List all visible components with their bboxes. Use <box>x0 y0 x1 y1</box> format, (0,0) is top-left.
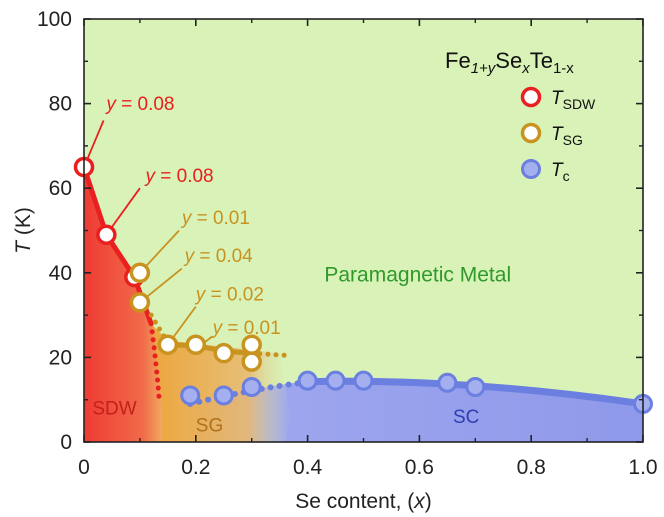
region-label-sc: SC <box>453 407 479 428</box>
data-point-t-c <box>180 385 201 406</box>
data-point-t-c <box>213 385 234 406</box>
region-label-sdw: SDW <box>92 399 136 420</box>
sg-boundary-line <box>165 342 255 356</box>
y-axis-label: T (K) <box>12 207 35 254</box>
region-label-paramagnetic: Paramagnetic Metal <box>324 263 511 286</box>
x-tick-label: 0 <box>78 456 90 479</box>
data-point-t-sdw <box>96 224 117 245</box>
legend-title-se: Se <box>495 48 522 73</box>
annotation-label: y = 0.08 <box>143 166 213 187</box>
legend-title-fe: Fe <box>445 48 471 73</box>
sg-dotted-right <box>249 350 288 358</box>
data-point-t-sg <box>241 351 262 372</box>
data-point-t-c <box>353 370 374 391</box>
y-tick-label: 60 <box>49 177 72 200</box>
legend: Fe1+ySexTe1-x TSDW TSG Tc <box>445 48 596 184</box>
y-tick-label: 100 <box>37 8 72 31</box>
data-point-t-sg <box>157 334 179 355</box>
annotation-label: y = 0.02 <box>194 284 264 305</box>
legend-marker <box>520 122 542 144</box>
annotation-label: y = 0.08 <box>104 94 174 115</box>
data-point-t-sg <box>129 292 151 313</box>
data-point-t-c <box>465 377 486 398</box>
annotation-label: y = 0.04 <box>183 246 254 267</box>
annotations: y = 0.08 y = 0.08 y = 0.01 y = 0.04 y = 0.02… <box>104 94 280 339</box>
annotation-label: y = 0.01 <box>180 208 250 229</box>
legend-entry-label: Tc <box>551 160 570 184</box>
x-axis-label: Se content, (x) <box>295 490 432 513</box>
annotation-label: y = 0.01 <box>211 318 281 339</box>
sdw-dotted-extension <box>148 321 162 407</box>
data-point-t-c <box>437 372 458 393</box>
x-tick-label: 1.0 <box>628 456 657 479</box>
data-point-t-sg <box>129 262 151 284</box>
x-tick-labels: 0 0.2 0.4 0.6 0.8 1.0 <box>78 456 657 479</box>
sc-region <box>179 381 643 442</box>
x-tick-label: 0.2 <box>181 456 210 479</box>
axis-ticks <box>83 18 644 443</box>
legend-entry-label: TSG <box>551 124 583 148</box>
data-point-t-c <box>241 377 262 398</box>
data-point-t-c <box>325 370 346 391</box>
x-axis-label-var: x <box>413 490 426 513</box>
y-tick-label: 80 <box>49 93 72 116</box>
x-tick-label: 0.6 <box>405 456 434 479</box>
x-tick-label: 0.8 <box>517 456 546 479</box>
legend-title-sub1: 1+y <box>471 60 497 77</box>
y-tick-label: 40 <box>49 262 72 285</box>
legend-entry-label: TSDW <box>551 88 596 112</box>
data-point-t-sg <box>185 334 207 355</box>
x-axis-label-text: Se content, ( <box>295 490 414 513</box>
y-axis-label-var: T <box>12 239 35 254</box>
legend-marker <box>520 86 542 108</box>
legend-title: Fe1+ySexTe1-x <box>445 48 574 77</box>
y-tick-label: 0 <box>60 431 72 454</box>
legend-title-sub2: x <box>521 60 530 77</box>
y-axis-label-unit: (K) <box>12 207 35 241</box>
legend-title-sub3: 1-x <box>553 60 574 77</box>
data-point-t-c <box>297 370 318 391</box>
y-tick-labels: 0 20 40 60 80 100 <box>37 8 72 454</box>
legend-title-te: Te <box>530 48 553 73</box>
y-tick-label: 20 <box>49 346 72 369</box>
legend-marker <box>521 159 541 179</box>
sc-dotted-line <box>187 379 305 407</box>
x-axis-label-tail: ) <box>425 490 432 513</box>
region-label-sg: SG <box>196 415 223 436</box>
data-point-t-sg <box>213 342 234 364</box>
x-tick-label: 0.4 <box>293 456 323 479</box>
